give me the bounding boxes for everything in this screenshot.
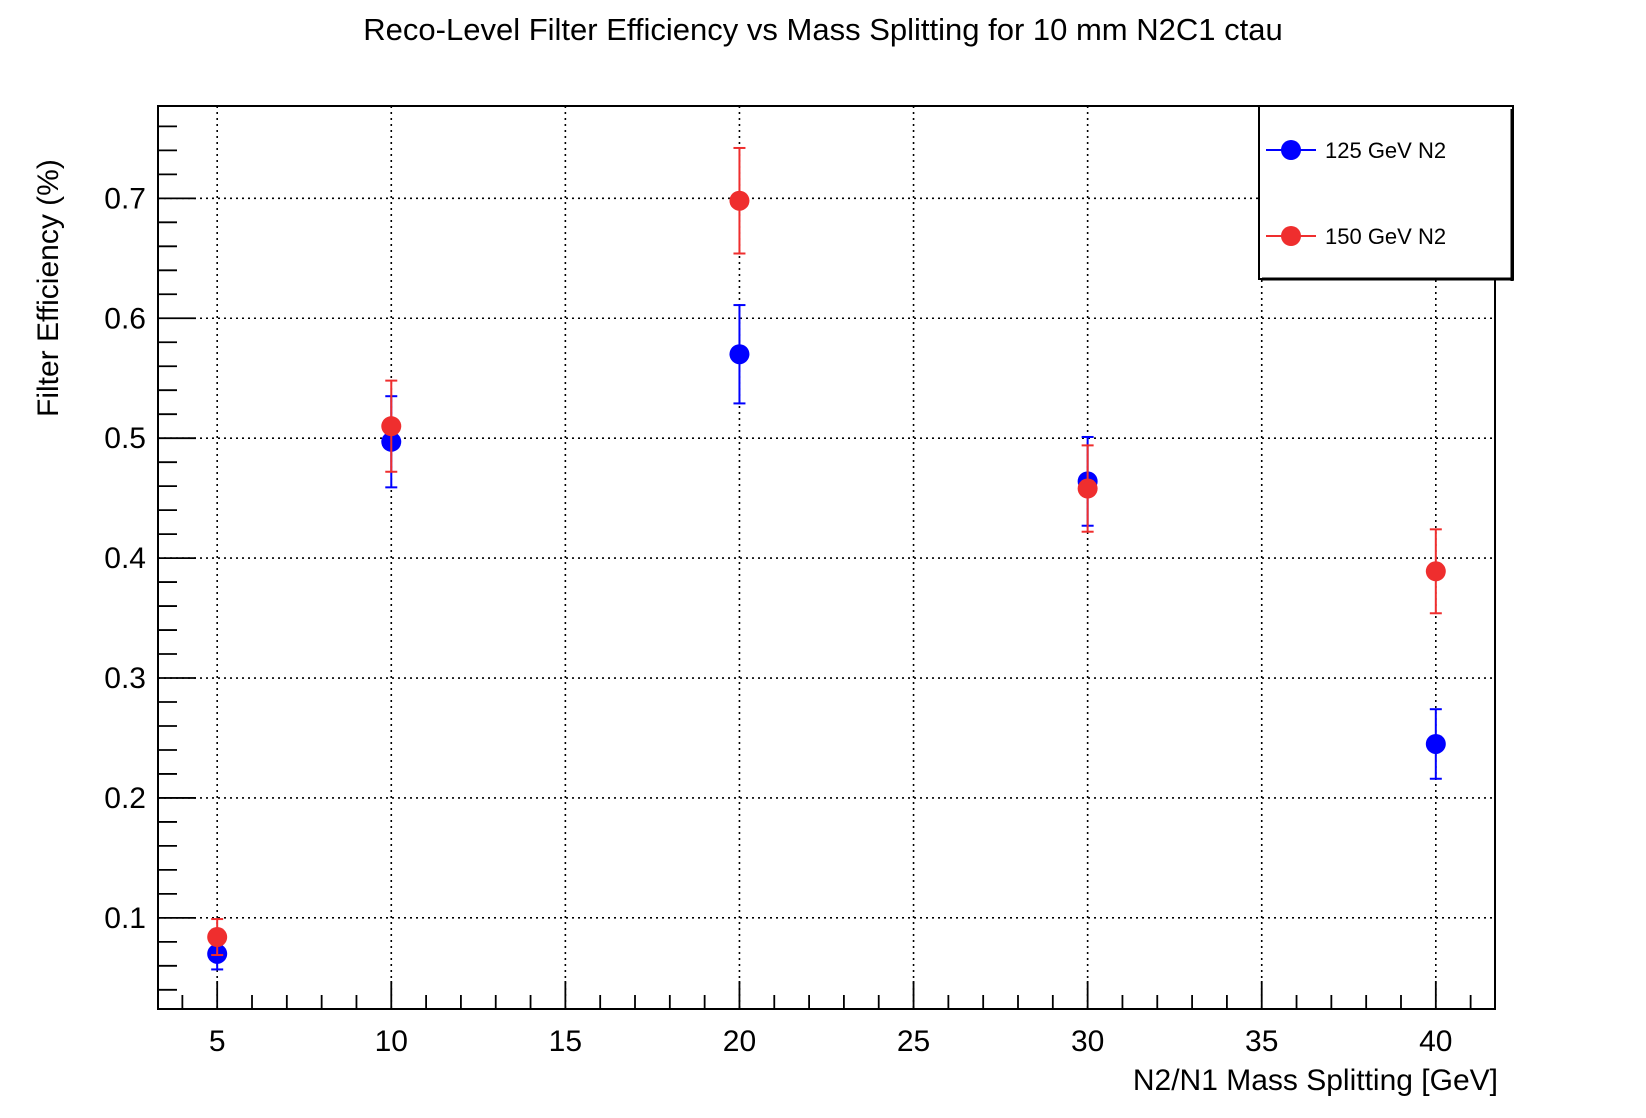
legend: 125 GeV N2 150 GeV N2 [1258,105,1514,281]
x-tick-label: 40 [1419,1025,1452,1058]
x-tick-label: 5 [209,1025,226,1058]
x-tick-label: 20 [723,1025,756,1058]
data-point [207,927,228,948]
y-tick-label: 0.1 [104,902,146,935]
legend-label: 125 GeV N2 [1325,138,1446,163]
x-tick-label: 25 [897,1025,930,1058]
x-tick-label: 35 [1245,1025,1278,1058]
y-tick-label: 0.3 [104,662,146,695]
plot-area [207,146,1446,971]
x-axis-title: N2/N1 Mass Splitting [GeV] [1133,1064,1498,1097]
legend-box [1258,105,1514,280]
y-tick-label: 0.6 [104,302,146,335]
chart-title: Reco-Level Filter Efficiency vs Mass Spl… [363,12,1282,47]
data-point [729,344,750,365]
y-tick-label: 0.7 [104,182,146,215]
y-tick-label: 0.4 [104,542,146,575]
data-point [729,190,750,211]
series-1 [207,304,1446,971]
data-point [1077,478,1098,499]
data-point [381,416,402,437]
legend-label: 150 GeV N2 [1325,224,1446,249]
legend-marker [1281,140,1301,160]
data-point [1425,733,1446,754]
y-tick-label: 0.5 [104,422,146,455]
x-tick-label: 10 [375,1025,408,1058]
x-tick-label: 15 [549,1025,582,1058]
y-axis-title: Filter Efficiency (%) [32,159,65,417]
series-2 [207,146,1446,957]
axes: 5 10 15 20 25 30 35 40 0.1 0.2 0.3 0.4 0.5 0.6 0.7 [104,105,1496,1058]
legend-marker [1281,226,1301,246]
y-tick-label: 0.2 [104,782,146,815]
data-point [1425,561,1446,582]
x-tick-label: 30 [1071,1025,1104,1058]
